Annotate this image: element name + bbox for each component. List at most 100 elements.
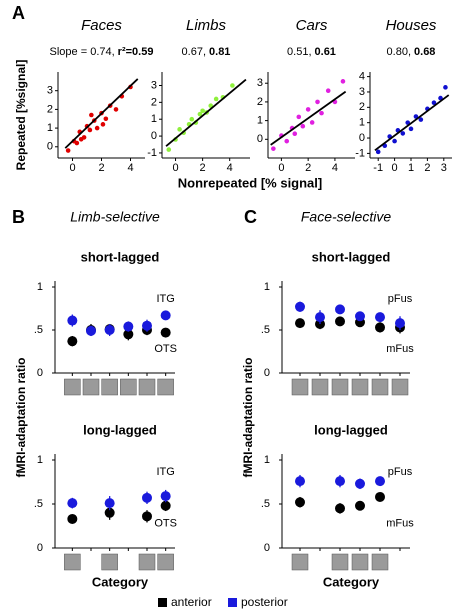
x-axis-label: Category — [92, 574, 149, 589]
point — [213, 96, 219, 102]
point — [319, 110, 324, 116]
point — [418, 117, 424, 122]
point — [94, 125, 100, 131]
category-icon — [120, 378, 137, 396]
point — [74, 140, 80, 146]
point — [443, 85, 448, 90]
x-tick-label: 4 — [127, 162, 133, 174]
category-icon — [391, 378, 409, 396]
y-tick-label: 1 — [151, 113, 157, 125]
dot — [142, 511, 152, 522]
y-tick-label: .5 — [34, 324, 43, 336]
y-tick-label: 2 — [257, 96, 263, 108]
y-tick-label: 1 — [47, 122, 53, 134]
category-icon — [101, 553, 118, 571]
point — [230, 83, 235, 88]
x-axis-label: Nonrepeated [% signal] — [178, 175, 322, 190]
y-tick-label: 3 — [151, 79, 157, 91]
point — [392, 138, 397, 144]
r-squared: 0.81 — [209, 46, 230, 58]
fit-line — [374, 94, 450, 152]
panel-label: B — [12, 207, 25, 227]
category-icon — [351, 378, 369, 396]
dot — [67, 513, 78, 524]
x-tick-label: 2 — [305, 162, 311, 174]
chart-title: Faces — [81, 17, 122, 34]
point — [113, 107, 119, 112]
y-tick-label: -1 — [355, 147, 365, 159]
dot — [335, 503, 345, 514]
x-tick-label: -1 — [373, 162, 383, 174]
fit-line — [64, 78, 139, 149]
dot — [355, 478, 365, 489]
region-label: pFus — [388, 466, 413, 478]
point — [375, 149, 381, 155]
dot — [160, 491, 171, 502]
x-tick-label: 2 — [200, 162, 206, 174]
slope: Slope = 0.74, — [50, 46, 115, 58]
region-label: pFus — [388, 293, 413, 305]
point — [305, 107, 311, 112]
category-icon — [64, 378, 81, 396]
point — [100, 122, 106, 127]
r-squared: 0.61 — [315, 46, 336, 58]
y-tick-label: 1 — [359, 117, 365, 129]
slope: 0.51, — [287, 46, 311, 58]
category-icon — [331, 378, 349, 396]
point — [309, 120, 315, 125]
chart-title: short-lagged — [312, 249, 391, 264]
category-icon — [291, 378, 309, 396]
point — [431, 100, 437, 106]
dot — [67, 315, 78, 326]
point — [78, 137, 84, 142]
point — [300, 123, 306, 129]
point — [65, 148, 71, 153]
point — [408, 126, 414, 132]
category-icon — [82, 378, 100, 396]
panel-label: C — [244, 207, 257, 227]
r-squared: r²=0.59 — [118, 46, 154, 58]
dot — [395, 318, 405, 329]
point — [292, 131, 298, 136]
legend-swatch — [158, 598, 167, 607]
point — [177, 127, 182, 132]
dot — [104, 325, 115, 335]
y-tick-label: -1 — [147, 147, 157, 159]
dot — [104, 507, 115, 518]
stats: 0.80, 0.68 — [387, 46, 436, 58]
stats: Slope = 0.74, r²=0.59 — [50, 46, 154, 58]
y-tick-label: .5 — [34, 498, 43, 510]
dot — [160, 310, 171, 321]
x-tick-label: 2 — [98, 162, 104, 174]
x-tick-label: 0 — [69, 162, 75, 174]
chart-title: Limbs — [186, 17, 227, 34]
dot — [123, 329, 134, 340]
y-tick-label: 2 — [47, 103, 53, 115]
y-axis-label: Repeated [%signal] — [14, 60, 28, 171]
category-icon — [331, 553, 349, 571]
x-tick-label: 0 — [278, 162, 284, 174]
region-label: OTS — [154, 343, 177, 355]
dot — [67, 336, 78, 347]
dot — [295, 318, 305, 329]
point — [87, 127, 93, 133]
legend-label: posterior — [241, 595, 288, 609]
dot — [355, 500, 365, 511]
dot — [295, 301, 305, 312]
r-squared: 0.68 — [414, 46, 435, 58]
y-tick-label: 1 — [37, 281, 43, 293]
point — [284, 138, 290, 144]
stats: 0.67, 0.81 — [182, 46, 231, 58]
category-icon — [64, 553, 81, 571]
dot — [160, 327, 171, 338]
category-icon — [311, 378, 329, 396]
y-tick-label: 0 — [359, 132, 365, 144]
y-tick-label: 0 — [264, 367, 270, 379]
point — [271, 146, 276, 151]
category-icon — [371, 553, 389, 571]
legend-swatch — [228, 598, 237, 607]
point — [189, 116, 195, 122]
x-tick-label: 4 — [332, 162, 338, 174]
chart-title: long-lagged — [314, 422, 388, 437]
